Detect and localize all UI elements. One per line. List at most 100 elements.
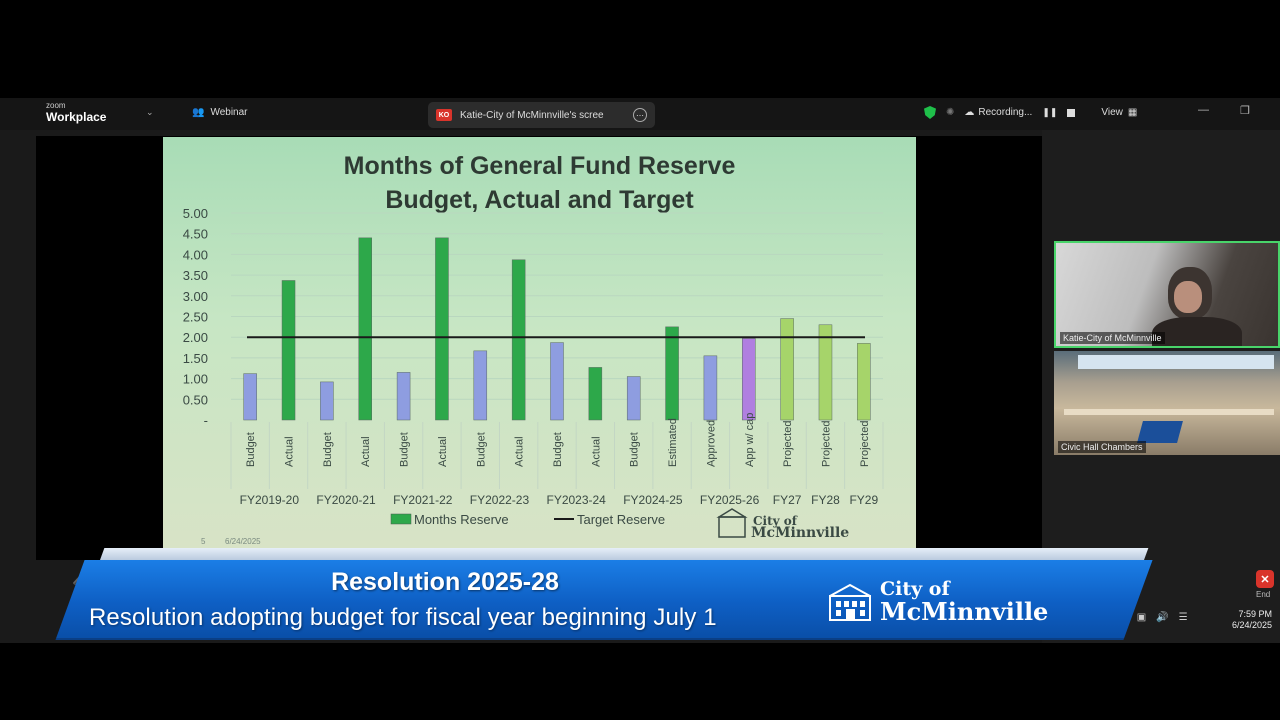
bar <box>780 318 794 421</box>
taskbar-clock[interactable]: 7:59 PM 6/24/2025 <box>1216 609 1272 631</box>
stop-recording-button[interactable] <box>1067 108 1076 117</box>
category-label: Budget <box>399 432 411 467</box>
group-label: FY2021-22 <box>393 493 453 507</box>
y-tick-label: 0.50 <box>183 392 208 407</box>
chamber-monitor <box>1137 421 1183 443</box>
category-label: Budget <box>552 432 564 467</box>
bar <box>857 343 871 421</box>
bar <box>742 338 756 421</box>
bar <box>626 376 641 421</box>
slide-logo-name: McMinnville <box>751 525 849 541</box>
more-options-icon[interactable]: ⋯ <box>633 108 647 122</box>
legend-swatch-months-reserve <box>390 513 412 525</box>
bar <box>281 280 296 421</box>
y-tick-label: 4.50 <box>183 227 208 242</box>
slide-logo-roof <box>716 508 748 518</box>
bar <box>320 381 334 421</box>
category-label: Projected <box>859 421 871 467</box>
category-label: Estimated <box>667 418 679 467</box>
y-tick-label: 1.50 <box>183 351 208 366</box>
group-label: FY2022-23 <box>470 493 530 507</box>
category-label: Budget <box>245 432 257 467</box>
banner-logo-name: McMinnville <box>880 597 1049 626</box>
category-label: Projected <box>782 421 794 467</box>
webinar-button[interactable]: 👥 Webinar <box>192 107 248 118</box>
end-meeting-button[interactable]: ✕ <box>1256 570 1274 588</box>
slide-logo-city: City of <box>753 514 798 528</box>
video-tile-chambers[interactable]: Civic Hall Chambers <box>1054 351 1280 455</box>
bar <box>818 324 833 421</box>
banner-subtitle: Resolution adopting budget for fiscal ye… <box>89 604 717 631</box>
chevron-down-icon[interactable]: ⌄ <box>146 107 154 117</box>
share-avatar-badge: KO <box>436 109 452 121</box>
category-label: Budget <box>322 432 334 467</box>
bar <box>511 259 526 421</box>
group-label: FY28 <box>811 493 840 507</box>
banner-title: Resolution 2025-28 <box>331 568 559 596</box>
grid-icon: ▦ <box>1127 107 1138 118</box>
bar <box>665 326 679 421</box>
y-tick-label: - <box>204 413 208 428</box>
city-hall-icon <box>829 583 871 621</box>
zoom-logo-line1: zoom <box>46 101 66 110</box>
view-label: View <box>1101 107 1123 118</box>
minimize-button[interactable]: — <box>1198 104 1209 116</box>
chamber-screen <box>1078 355 1274 369</box>
slide-logo-icon <box>718 516 746 538</box>
group-label: FY2024-25 <box>623 493 683 507</box>
city-logo: City of McMinnville <box>828 580 1048 624</box>
slide-footer-date: 6/24/2025 <box>225 537 261 546</box>
bar <box>703 355 718 421</box>
bar <box>435 237 449 421</box>
recording-status[interactable]: ☁ Recording... <box>964 107 1032 118</box>
video-tile-active-speaker[interactable]: Katie-City of McMinnville <box>1054 241 1280 348</box>
view-button[interactable]: View ▦ <box>1101 107 1137 118</box>
zoom-logo[interactable]: zoom Workplace <box>46 101 107 124</box>
category-label: Actual <box>360 436 372 467</box>
legend-label: Months Reserve <box>414 512 509 527</box>
y-tick-label: 3.50 <box>183 268 208 283</box>
y-tick-label: 4.00 <box>183 247 208 262</box>
group-label: FY2020-21 <box>316 493 376 507</box>
y-tick-label: 2.00 <box>183 330 208 345</box>
wifi-icon[interactable]: ☰ <box>1178 612 1188 623</box>
category-label: Actual <box>437 436 449 467</box>
bar <box>550 342 564 421</box>
tile-name-label: Civic Hall Chambers <box>1058 441 1146 453</box>
end-label: End <box>1256 590 1271 599</box>
restore-button[interactable]: ❐ <box>1240 105 1250 117</box>
shared-slide: Months of General Fund Reserve Budget, A… <box>163 137 916 549</box>
speaker-face <box>1174 281 1202 313</box>
pause-recording-button[interactable]: ❚❚ <box>1042 107 1058 117</box>
category-label: Approved <box>705 420 717 467</box>
security-shield-icon[interactable] <box>924 106 936 119</box>
zoom-logo-line2: Workplace <box>46 110 107 124</box>
webinar-label: Webinar <box>210 107 248 118</box>
signal-icon[interactable]: ✺ <box>946 107 955 118</box>
toolbar-right: ✺ ☁ Recording... ❚❚ View ▦ <box>924 106 1137 119</box>
bar <box>358 237 372 421</box>
category-label: App w/ cap <box>744 413 756 467</box>
cloud-icon: ☁ <box>964 107 975 118</box>
people-icon: 👥 <box>192 107 205 118</box>
speaker-icon[interactable]: 🔊 <box>1156 612 1169 623</box>
display-icon[interactable]: ▣ <box>1136 612 1147 623</box>
share-tab-label: Katie-City of McMinnville's scree <box>460 109 604 121</box>
y-tick-label: 2.50 <box>183 310 208 325</box>
chamber-dais <box>1064 409 1274 415</box>
y-tick-label: 1.00 <box>183 372 208 387</box>
banner-logo-city: City of <box>880 578 950 600</box>
clock-date: 6/24/2025 <box>1231 620 1272 630</box>
slide-footer-page: 5 <box>201 537 206 546</box>
legend-label: Target Reserve <box>577 512 665 527</box>
screen-share-tab[interactable]: KO Katie-City of McMinnville's scree ⋯ <box>428 102 655 128</box>
group-label: FY2025-26 <box>700 493 760 507</box>
category-label: Actual <box>284 436 296 467</box>
recording-label: Recording... <box>978 107 1033 118</box>
category-label: Actual <box>514 436 526 467</box>
y-tick-label: 3.00 <box>183 289 208 304</box>
clock-time: 7:59 PM <box>1238 609 1272 619</box>
bar <box>396 372 411 421</box>
tile-name-label: Katie-City of McMinnville <box>1060 332 1165 344</box>
